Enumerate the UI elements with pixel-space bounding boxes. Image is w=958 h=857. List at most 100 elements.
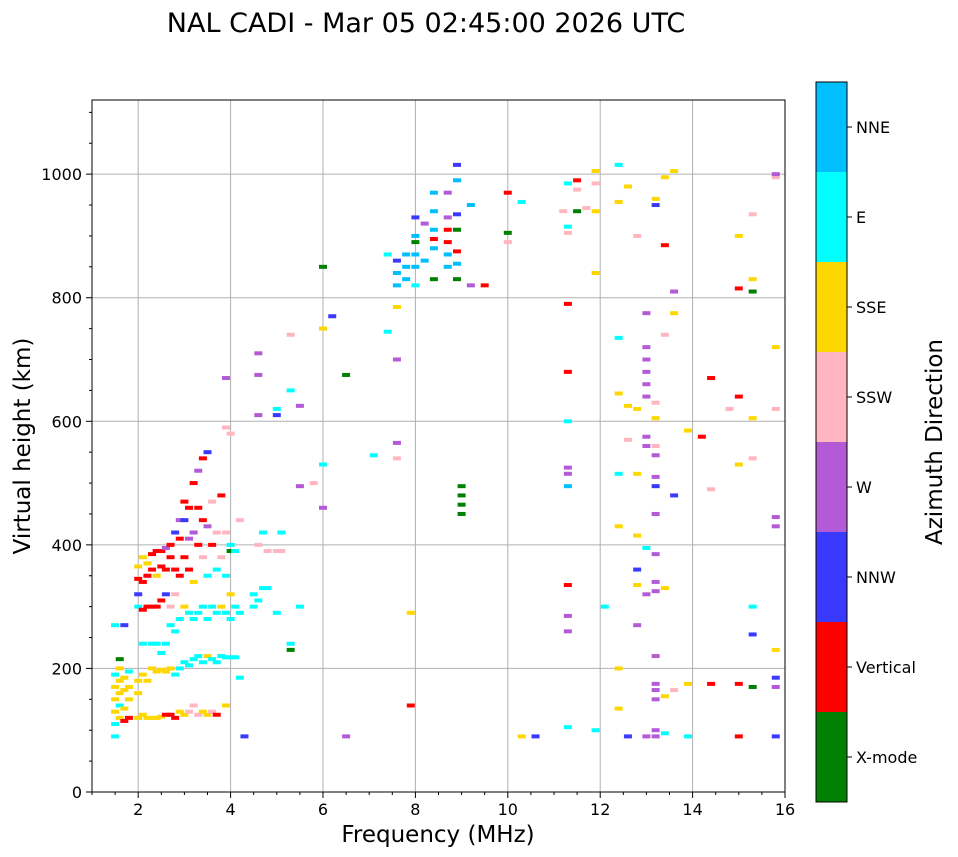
data-point xyxy=(651,681,660,686)
data-point xyxy=(633,623,642,628)
data-point xyxy=(175,573,184,578)
data-point xyxy=(614,524,623,529)
data-point xyxy=(651,203,660,208)
colorbar-label: X-mode xyxy=(856,748,917,767)
data-point xyxy=(771,684,780,689)
data-point xyxy=(623,734,632,739)
y-tick-label: 0 xyxy=(72,783,82,802)
data-point xyxy=(725,406,734,411)
data-point xyxy=(161,592,170,597)
data-point xyxy=(651,453,660,458)
data-point xyxy=(771,647,780,652)
data-point xyxy=(771,175,780,180)
data-point xyxy=(143,573,152,578)
data-point xyxy=(157,598,166,603)
data-point xyxy=(198,555,207,560)
data-point xyxy=(166,712,175,717)
data-point xyxy=(734,462,743,467)
data-point xyxy=(138,672,147,677)
data-point xyxy=(651,474,660,479)
data-point xyxy=(161,712,170,717)
data-point xyxy=(212,530,221,535)
data-point xyxy=(111,709,120,714)
colorbar-segment xyxy=(816,82,847,172)
data-point xyxy=(670,289,679,294)
data-point xyxy=(392,271,401,275)
data-point xyxy=(591,169,600,174)
y-tick-label: 600 xyxy=(51,412,82,431)
data-point xyxy=(614,471,623,476)
colorbar-label: E xyxy=(856,208,866,227)
data-point xyxy=(161,669,170,674)
data-point xyxy=(221,376,230,381)
data-point xyxy=(180,712,189,717)
data-point xyxy=(272,610,281,615)
data-point xyxy=(212,567,221,572)
data-point xyxy=(734,286,743,291)
data-point xyxy=(217,604,226,609)
data-point xyxy=(651,552,660,557)
data-point xyxy=(670,311,679,316)
data-point xyxy=(115,657,124,662)
colorbar: X-mode Vertical NNW W SSW SSE E NNE xyxy=(815,81,917,803)
data-point xyxy=(707,376,716,381)
colorbar-segment xyxy=(816,442,847,532)
data-point xyxy=(198,660,207,665)
data-point xyxy=(226,592,235,597)
data-point xyxy=(254,542,263,547)
data-point xyxy=(203,712,212,717)
data-point xyxy=(480,283,489,288)
data-point xyxy=(457,484,466,489)
data-point xyxy=(148,604,157,609)
data-point xyxy=(138,712,147,717)
data-point xyxy=(563,465,572,470)
data-point xyxy=(563,725,572,730)
data-point xyxy=(402,252,411,257)
data-point xyxy=(111,623,120,628)
data-point xyxy=(771,675,780,680)
data-point xyxy=(124,697,133,702)
data-point xyxy=(185,567,194,572)
data-point xyxy=(660,586,669,591)
data-point xyxy=(185,610,194,615)
data-point xyxy=(134,715,143,720)
data-point xyxy=(148,641,157,646)
data-point xyxy=(157,650,166,655)
data-point xyxy=(660,332,669,337)
data-point xyxy=(573,178,582,183)
data-point xyxy=(166,623,175,628)
data-point xyxy=(138,641,147,646)
data-point xyxy=(573,209,582,214)
data-point xyxy=(217,493,226,498)
data-point xyxy=(115,691,124,696)
data-point xyxy=(748,277,757,282)
data-point xyxy=(563,613,572,618)
data-point xyxy=(175,518,184,523)
data-point xyxy=(166,555,175,560)
data-point xyxy=(111,684,120,689)
data-point xyxy=(411,283,420,288)
data-point xyxy=(642,357,651,362)
data-point xyxy=(286,332,295,337)
data-point xyxy=(254,598,263,603)
data-point xyxy=(707,487,716,492)
data-point xyxy=(503,190,512,195)
colorbar-segment xyxy=(816,352,847,442)
data-point xyxy=(734,681,743,686)
data-point xyxy=(157,549,166,554)
data-point xyxy=(771,515,780,520)
data-point xyxy=(185,663,194,668)
data-point xyxy=(221,703,230,708)
data-point xyxy=(217,654,226,659)
x-tick-label: 12 xyxy=(590,800,610,819)
data-point xyxy=(342,734,351,739)
data-point xyxy=(651,589,660,594)
data-point xyxy=(134,691,143,696)
data-point xyxy=(683,734,692,739)
data-point xyxy=(748,456,757,461)
data-point xyxy=(231,549,240,554)
data-point xyxy=(452,277,461,282)
data-point xyxy=(563,419,572,424)
plot-frame xyxy=(91,99,786,793)
